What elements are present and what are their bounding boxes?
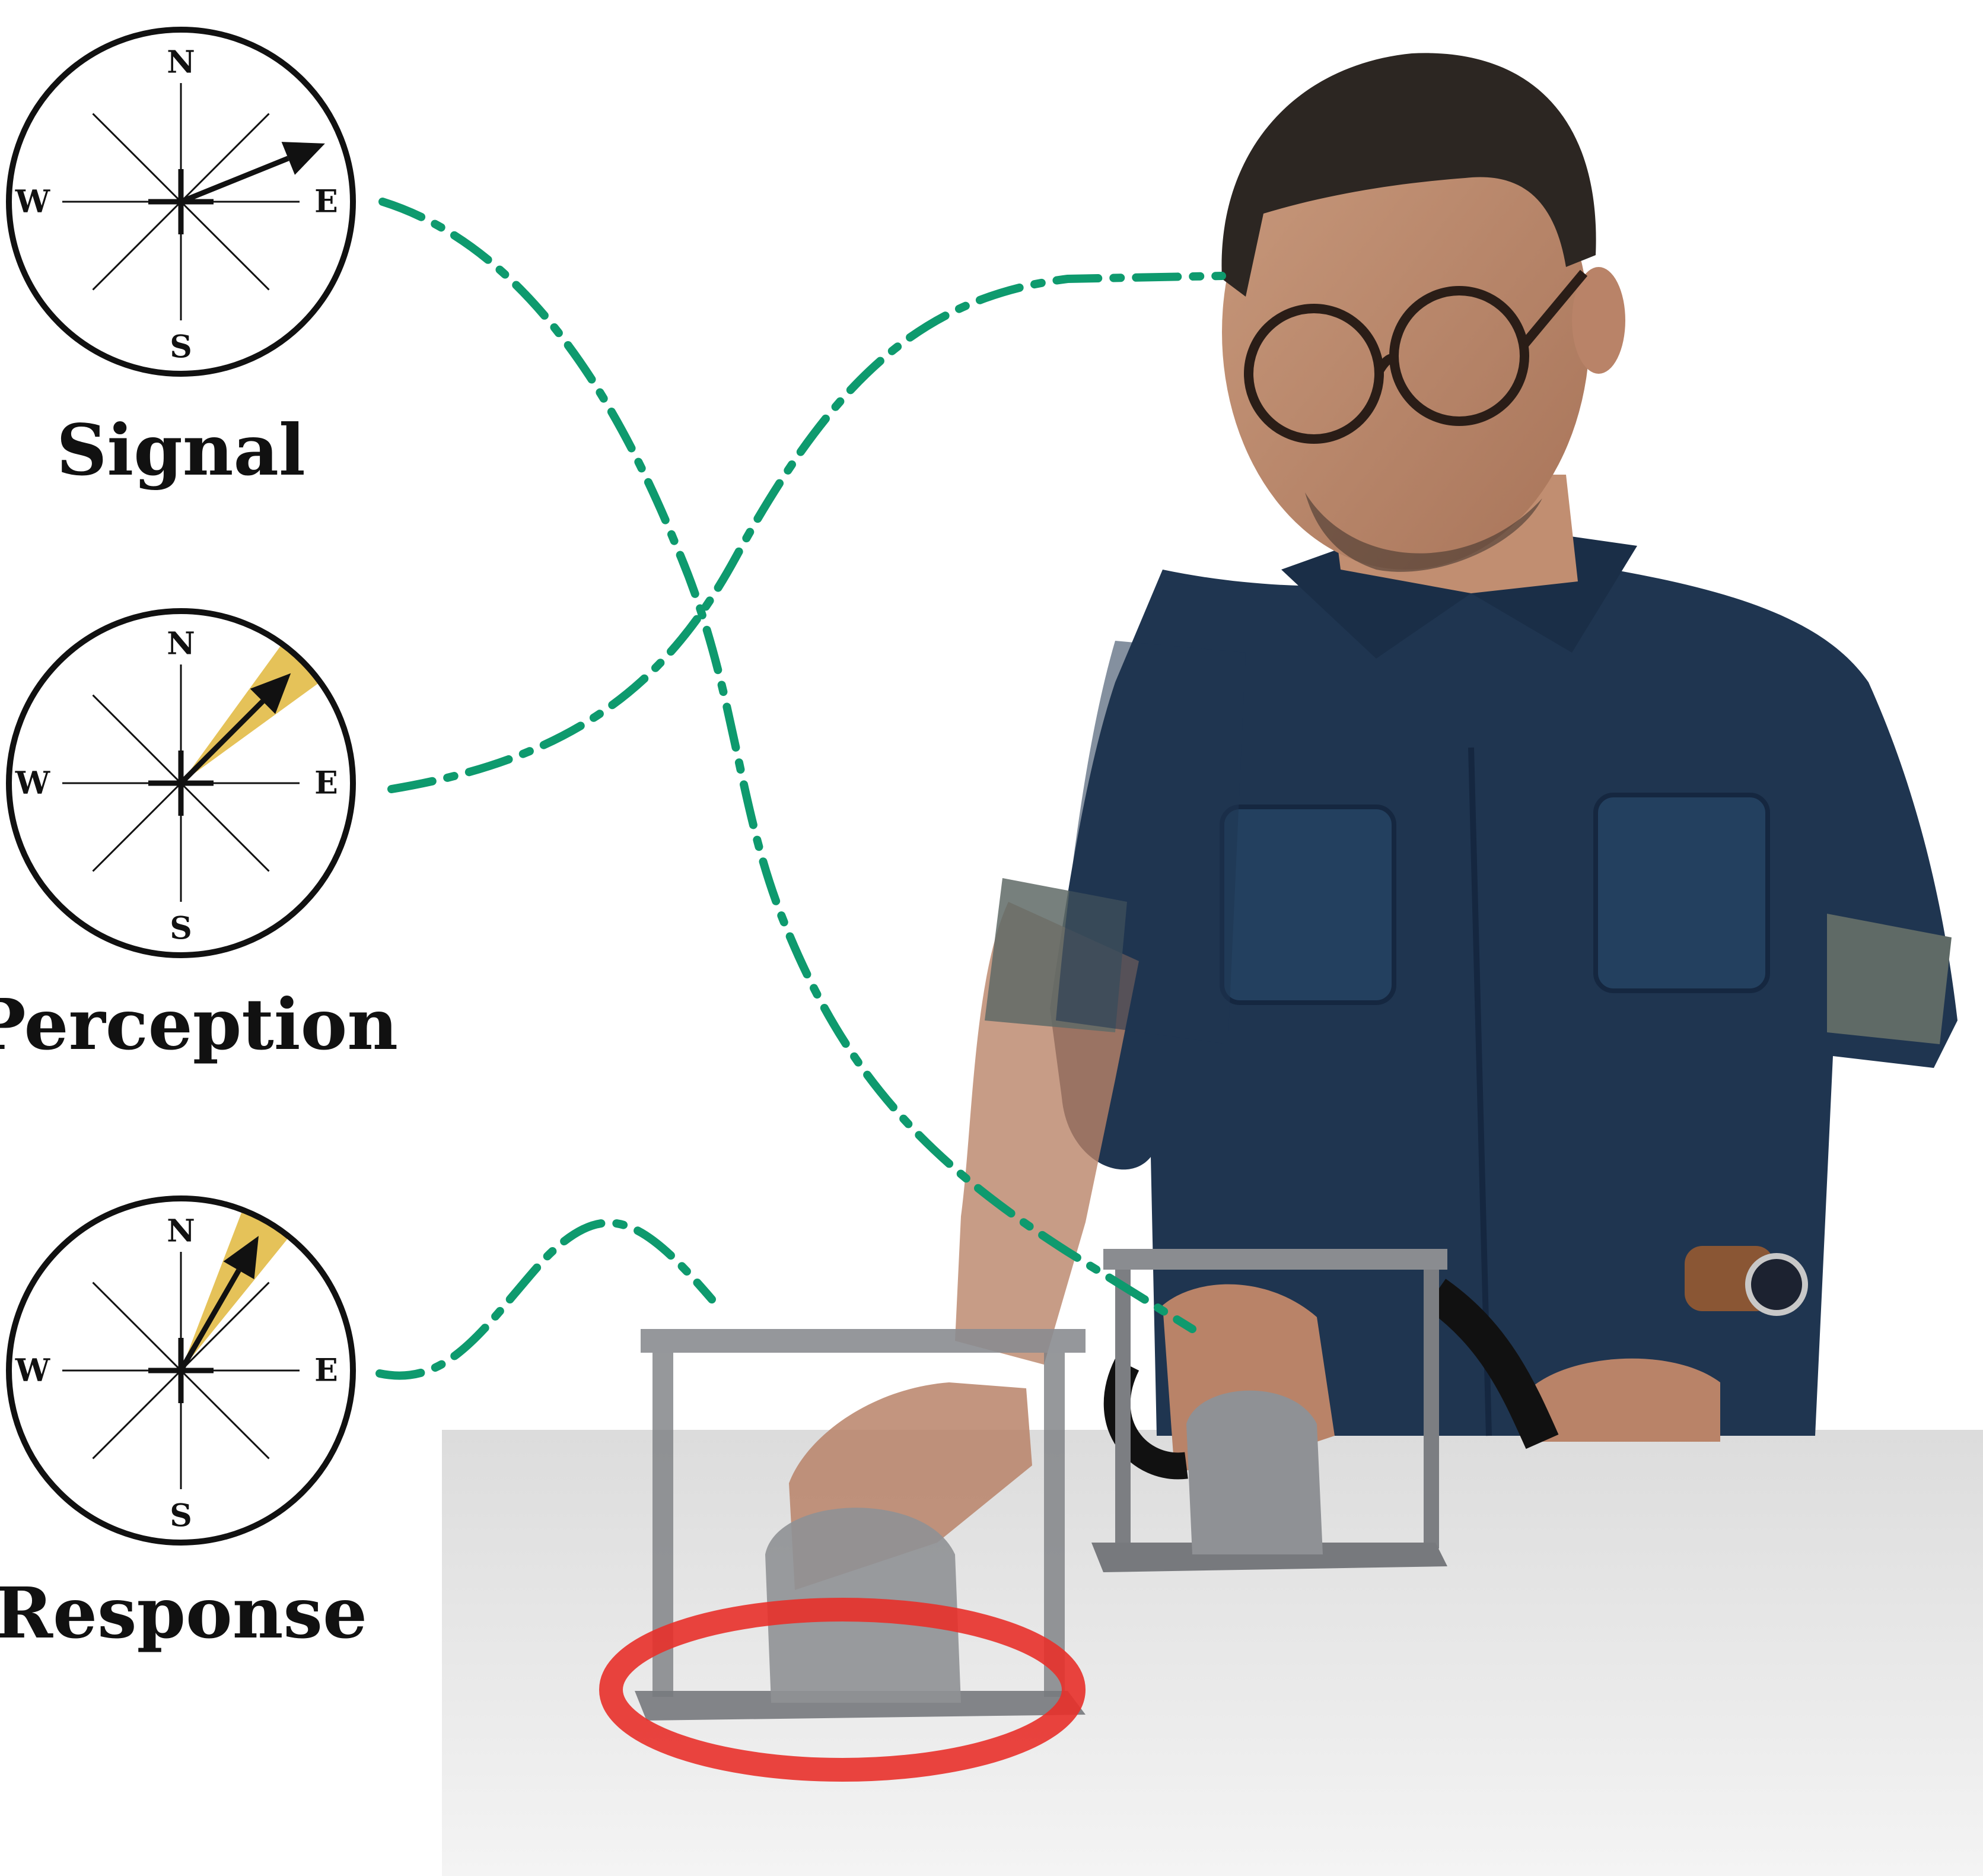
direction-west: W bbox=[15, 184, 51, 220]
cable-bundle bbox=[1425, 1279, 1559, 1449]
signal-label: Signal bbox=[56, 409, 305, 491]
arrow-shaft bbox=[179, 699, 265, 786]
participant-scene bbox=[442, 53, 1983, 1876]
direction-south: S bbox=[170, 1498, 192, 1534]
ghost-shoulder bbox=[1056, 641, 1246, 1044]
signal-connector bbox=[378, 198, 1196, 1333]
compass-spoke bbox=[92, 113, 182, 203]
direction-south: S bbox=[170, 911, 192, 947]
arrow-shaft bbox=[179, 1268, 241, 1372]
compass-spoke bbox=[92, 782, 182, 872]
compass-spoke bbox=[180, 1282, 270, 1372]
hair bbox=[1221, 53, 1596, 297]
glasses bbox=[1244, 269, 1588, 444]
arrow-head bbox=[250, 673, 291, 714]
arrow-shaft bbox=[180, 155, 289, 205]
compass-perception: N E S W bbox=[6, 608, 356, 958]
compass-spoke bbox=[92, 1282, 182, 1372]
arrow-head bbox=[223, 1236, 259, 1280]
response-connector bbox=[375, 1219, 716, 1380]
compass-ring bbox=[6, 27, 356, 377]
connectors bbox=[375, 198, 1226, 1380]
back-device bbox=[1091, 1249, 1447, 1572]
target-ring bbox=[599, 1598, 1086, 1782]
left-pocket bbox=[1220, 805, 1396, 1005]
compass-spoke bbox=[180, 113, 270, 203]
arrow-head bbox=[281, 142, 325, 175]
uncertainty-cone bbox=[181, 1210, 289, 1371]
ear bbox=[1572, 267, 1625, 374]
compass-spoke bbox=[180, 201, 270, 291]
compass-spoke bbox=[180, 782, 270, 872]
direction-west: W bbox=[15, 765, 51, 802]
direction-west: W bbox=[15, 1353, 51, 1389]
watch-face bbox=[1745, 1253, 1808, 1316]
compass-ring bbox=[6, 608, 356, 958]
direction-east: E bbox=[314, 1353, 338, 1389]
perception-label: Perception bbox=[0, 983, 399, 1066]
compass-spoke bbox=[92, 694, 182, 784]
right-sleeve-cuff bbox=[1827, 914, 1952, 1044]
right-hand bbox=[1530, 1358, 1720, 1442]
compass-response: N E S W bbox=[6, 1195, 356, 1546]
direction-east: E bbox=[314, 184, 338, 220]
direction-north: N bbox=[167, 626, 195, 662]
response-label: Response bbox=[0, 1572, 368, 1654]
direction-north: N bbox=[167, 44, 195, 81]
direction-south: S bbox=[170, 329, 192, 365]
shirt bbox=[1050, 558, 1957, 1436]
right-pocket bbox=[1593, 793, 1770, 993]
beard bbox=[1305, 492, 1542, 572]
compass-signal: N E S W bbox=[6, 27, 356, 377]
compass-ring bbox=[6, 1195, 356, 1546]
direction-north: N bbox=[167, 1213, 195, 1249]
compass-spoke bbox=[92, 1369, 182, 1460]
direction-east: E bbox=[314, 765, 338, 802]
perception-connector bbox=[387, 272, 1226, 793]
compass-spoke bbox=[92, 201, 182, 291]
compass-spoke bbox=[180, 1369, 270, 1460]
head bbox=[1222, 95, 1590, 570]
